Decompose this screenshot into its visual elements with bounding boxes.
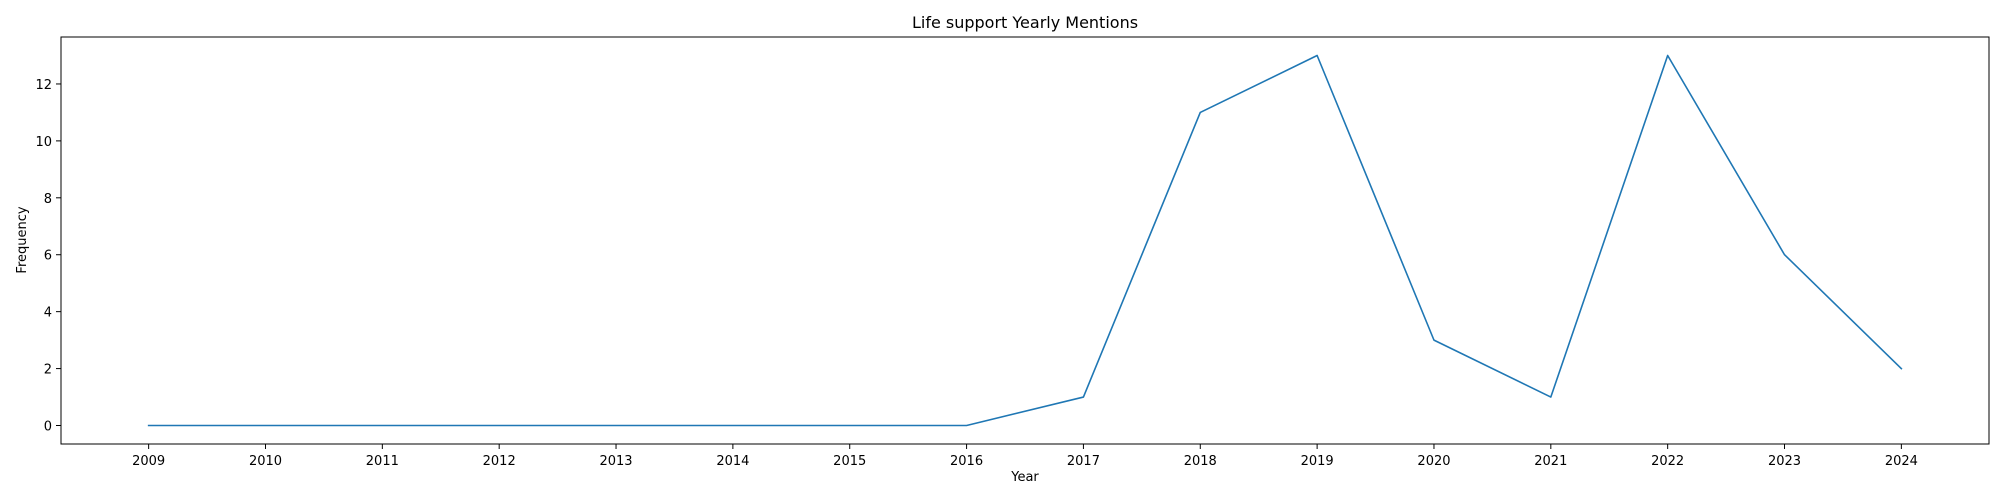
x-tick-label: 2012 [483,454,516,469]
chart-title: Life support Yearly Mentions [912,13,1138,32]
x-axis-title: Year [1010,470,1039,485]
x-tick-label: 2011 [366,454,399,469]
x-tick-label: 2023 [1768,454,1801,469]
y-tick-label: 2 [44,363,52,378]
x-tick-label: 2018 [1184,454,1217,469]
x-axis: 2009 2010 2011 2012 2013 2014 2015 2016 2017 2018… [132,444,1918,469]
x-tick-label: 2014 [716,454,749,469]
x-tick-label: 2010 [249,454,282,469]
y-tick-label: 6 [44,249,52,264]
y-axis: 0 2 4 6 8 10 12 [35,78,61,435]
x-tick-label: 2021 [1534,454,1567,469]
plot-area-frame [60,36,1990,445]
y-axis-title: Frequency [15,206,30,273]
y-tick-label: 8 [44,192,52,207]
series-line [147,54,1903,427]
x-tick-label: 2019 [1301,454,1334,469]
x-tick-label: 2024 [1885,454,1918,469]
x-tick-label: 2016 [950,454,983,469]
x-tick-label: 2022 [1651,454,1684,469]
x-tick-label: 2020 [1417,454,1450,469]
y-tick-label: 0 [44,420,52,435]
x-tick-label: 2009 [132,454,165,469]
series-layer [147,54,1903,427]
y-tick-label: 10 [35,135,52,150]
x-tick-label: 2015 [833,454,866,469]
x-tick-label: 2013 [599,454,632,469]
y-tick-label: 12 [35,78,52,93]
y-tick-label: 4 [44,306,52,321]
x-tick-label: 2017 [1067,454,1100,469]
